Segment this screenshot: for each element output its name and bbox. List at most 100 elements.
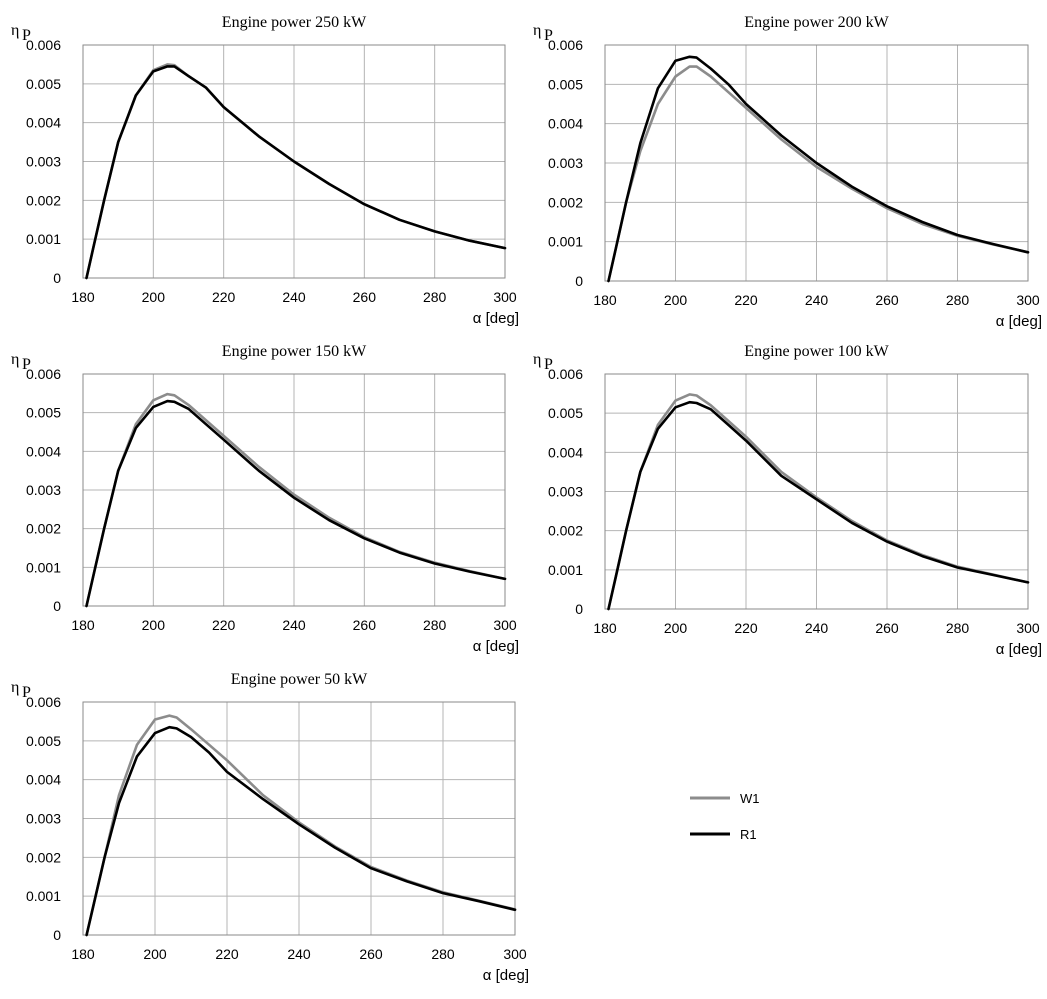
chart-title: Engine power 200 kW	[744, 14, 889, 31]
y-tick-label: 0.002	[548, 194, 583, 210]
y-axis-label-subscript: P	[22, 684, 31, 701]
chart-title: Engine power 250 kW	[222, 14, 367, 31]
x-tick-label: 220	[734, 620, 758, 636]
y-tick-label: 0	[53, 270, 61, 286]
y-axis-label: η	[11, 679, 19, 696]
y-tick-label: 0.004	[26, 115, 61, 131]
legend: W1 R1	[690, 791, 760, 842]
y-axis-label: η	[11, 351, 19, 368]
plot-area	[604, 44, 1029, 282]
y-tick-label: 0	[53, 927, 61, 943]
x-tick-label: 180	[71, 946, 95, 962]
x-tick-label: 280	[431, 946, 455, 962]
x-tick-label: 240	[805, 292, 829, 308]
y-tick-label: 0.006	[548, 37, 583, 53]
x-tick-label: 300	[1016, 292, 1040, 308]
x-axis-label: α [deg]	[473, 638, 519, 655]
x-tick-label: 300	[503, 946, 527, 962]
x-axis-label: α [deg]	[996, 641, 1042, 658]
x-tick-label: 300	[493, 289, 517, 305]
y-tick-label: 0.005	[548, 76, 583, 92]
y-tick-label: 0.005	[26, 76, 61, 92]
y-axis-label: η	[533, 351, 541, 368]
plot-area	[82, 44, 506, 279]
y-axis-label-subscript: P	[22, 27, 31, 44]
y-tick-label: 0.005	[548, 405, 583, 421]
series-line-r1	[607, 55, 1030, 283]
x-tick-label: 180	[593, 292, 617, 308]
y-tick-label: 0.002	[26, 192, 61, 208]
x-axis-label: α [deg]	[996, 313, 1042, 330]
y-axis-label-subscript: P	[544, 27, 553, 44]
x-tick-label: 180	[71, 617, 95, 633]
y-tick-label: 0.003	[26, 154, 61, 170]
x-tick-label: 260	[353, 617, 377, 633]
x-tick-label: 200	[664, 292, 688, 308]
y-tick-label: 0.002	[26, 849, 61, 865]
y-tick-label: 0.006	[548, 366, 583, 382]
y-tick-label: 0.003	[548, 484, 583, 500]
chart-title: Engine power 50 kW	[231, 671, 368, 688]
series-line-r1	[85, 399, 507, 608]
x-tick-label: 220	[212, 289, 236, 305]
series-line-r1	[607, 400, 1030, 611]
y-tick-label: 0.003	[548, 155, 583, 171]
x-tick-label: 240	[287, 946, 311, 962]
y-tick-label: 0.006	[26, 37, 61, 53]
y-tick-label: 0.002	[26, 521, 61, 537]
y-axis-label-subscript: P	[544, 356, 553, 373]
x-tick-label: 200	[142, 289, 166, 305]
series-line-w1	[607, 65, 1030, 283]
y-tick-label: 0.006	[26, 366, 61, 382]
x-tick-label: 180	[593, 620, 617, 636]
y-tick-label: 0.005	[26, 733, 61, 749]
x-tick-label: 240	[805, 620, 829, 636]
y-tick-label: 0.006	[26, 694, 61, 710]
x-tick-label: 260	[359, 946, 383, 962]
series-line-w1	[85, 63, 507, 280]
y-tick-label: 0.001	[26, 559, 61, 575]
y-tick-label: 0.002	[548, 523, 583, 539]
x-tick-label: 200	[142, 617, 166, 633]
x-tick-label: 300	[493, 617, 517, 633]
x-tick-label: 280	[423, 617, 447, 633]
chart-panel: 0 0.001 0.002 0.003 0.004 0.005 0.006 180 200 220…	[11, 14, 519, 327]
x-tick-label: 280	[946, 620, 970, 636]
plot-area	[604, 373, 1029, 610]
x-tick-label: 280	[946, 292, 970, 308]
legend-label-w1: W1	[740, 791, 760, 806]
y-tick-label: 0.004	[548, 116, 583, 132]
x-tick-label: 280	[423, 289, 447, 305]
chart-panel: 0 0.001 0.002 0.003 0.004 0.005 0.006 180 200 220…	[533, 14, 1042, 330]
y-tick-label: 0.001	[26, 231, 61, 247]
x-tick-label: 200	[143, 946, 167, 962]
series-line-r1	[85, 725, 517, 937]
chart-title: Engine power 150 kW	[222, 343, 367, 360]
x-tick-label: 220	[212, 617, 236, 633]
y-tick-label: 0.001	[548, 562, 583, 578]
x-tick-label: 200	[664, 620, 688, 636]
legend-label-r1: R1	[740, 827, 757, 842]
chart-title: Engine power 100 kW	[744, 343, 889, 360]
x-tick-label: 240	[282, 289, 306, 305]
y-tick-label: 0	[53, 598, 61, 614]
series-line-r1	[85, 65, 507, 280]
y-tick-label: 0	[575, 273, 583, 289]
x-tick-label: 180	[71, 289, 95, 305]
x-tick-label: 220	[215, 946, 239, 962]
y-tick-label: 0.005	[26, 405, 61, 421]
y-tick-label: 0.004	[26, 443, 61, 459]
y-axis-label: η	[11, 22, 19, 39]
y-axis-label: η	[533, 22, 541, 39]
y-tick-label: 0.001	[548, 234, 583, 250]
y-tick-label: 0.001	[26, 888, 61, 904]
y-tick-label: 0	[575, 601, 583, 617]
plot-area	[82, 373, 506, 607]
x-tick-label: 260	[353, 289, 377, 305]
x-axis-label: α [deg]	[483, 967, 529, 984]
y-tick-label: 0.004	[26, 772, 61, 788]
x-tick-label: 300	[1016, 620, 1040, 636]
y-tick-label: 0.003	[26, 482, 61, 498]
plot-area	[82, 701, 516, 936]
